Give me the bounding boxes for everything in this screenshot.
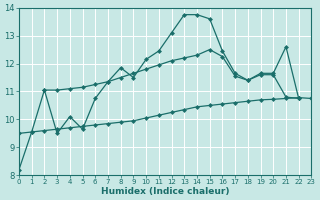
X-axis label: Humidex (Indice chaleur): Humidex (Indice chaleur)	[101, 187, 229, 196]
